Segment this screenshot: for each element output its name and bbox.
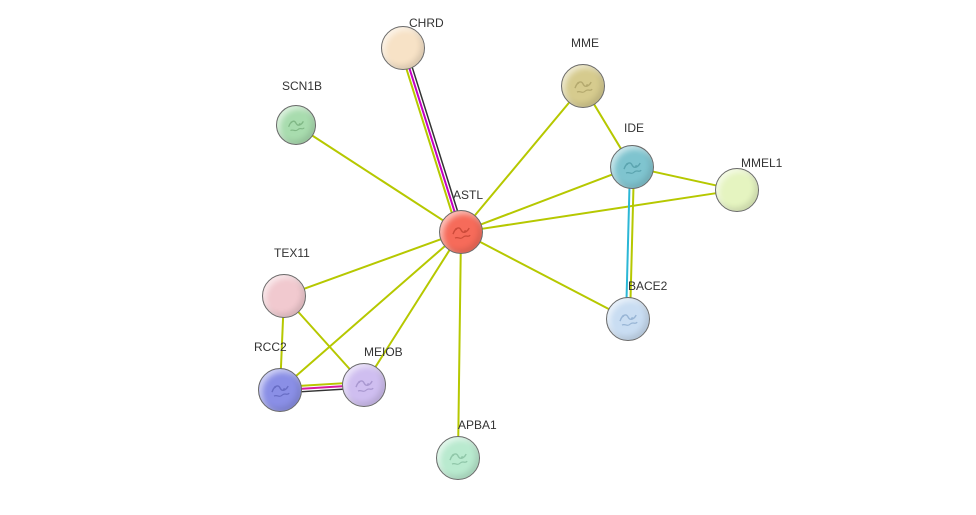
node-TEX11[interactable]: TEX11 xyxy=(262,274,306,318)
edge-ASTL-CHRD xyxy=(410,69,455,211)
edge-ASTL-BACE2 xyxy=(481,242,609,309)
edge-TEX11-RCC2 xyxy=(281,318,283,368)
edge-ASTL-RCC2 xyxy=(297,246,445,375)
node-circle[interactable] xyxy=(342,363,386,407)
structure-glyph-icon xyxy=(616,307,640,331)
edge-IDE-BACE2 xyxy=(631,189,634,297)
node-CHRD[interactable]: CHRD xyxy=(381,26,425,70)
node-circle[interactable] xyxy=(436,436,480,480)
node-label: CHRD xyxy=(409,16,444,30)
node-label: SCN1B xyxy=(282,79,322,93)
edge-IDE-BACE2 xyxy=(627,189,630,297)
node-label: MME xyxy=(571,36,599,50)
node-label: TEX11 xyxy=(274,246,310,260)
edge-ASTL-CHRD xyxy=(407,70,452,212)
node-BACE2[interactable]: BACE2 xyxy=(606,297,650,341)
structure-glyph-icon xyxy=(446,446,470,470)
node-MMEL1[interactable]: MMEL1 xyxy=(715,168,759,212)
edge-ASTL-SCN1B xyxy=(313,136,443,220)
node-label: IDE xyxy=(624,121,644,135)
edge-ASTL-MEIOB xyxy=(376,251,449,367)
node-label: RCC2 xyxy=(254,340,287,354)
node-SCN1B[interactable]: SCN1B xyxy=(276,105,316,145)
node-circle[interactable] xyxy=(276,105,316,145)
node-APBA1[interactable]: APBA1 xyxy=(436,436,480,480)
node-circle[interactable] xyxy=(381,26,425,70)
node-circle[interactable] xyxy=(610,145,654,189)
structure-glyph-icon xyxy=(285,114,307,136)
edge-RCC2-MEIOB xyxy=(302,383,342,385)
node-RCC2[interactable]: RCC2 xyxy=(258,368,302,412)
edge-RCC2-MEIOB xyxy=(302,389,342,391)
edge-ASTL-APBA1 xyxy=(458,254,460,436)
node-label: BACE2 xyxy=(628,279,667,293)
node-label: APBA1 xyxy=(458,418,497,432)
edge-IDE-MME xyxy=(594,105,620,148)
structure-glyph-icon xyxy=(268,378,292,402)
node-MME[interactable]: MME xyxy=(561,64,605,108)
node-label: MEIOB xyxy=(364,345,403,359)
edge-RCC2-MEIOB xyxy=(302,386,342,388)
node-label: ASTL xyxy=(453,188,483,202)
edge-ASTL-MME xyxy=(475,103,569,215)
node-circle[interactable] xyxy=(439,210,483,254)
edge-ASTL-IDE xyxy=(482,175,612,224)
structure-glyph-icon xyxy=(449,220,473,244)
edge-ASTL-CHRD xyxy=(412,68,457,210)
node-ASTL[interactable]: ASTL xyxy=(439,210,483,254)
node-circle[interactable] xyxy=(715,168,759,212)
node-label: MMEL1 xyxy=(741,156,782,170)
structure-glyph-icon xyxy=(571,74,595,98)
node-circle[interactable] xyxy=(606,297,650,341)
network-diagram: ASTLCHRDMMEIDEMMEL1BACE2APBA1MEIOBRCC2TE… xyxy=(0,0,976,515)
edge-TEX11-MEIOB xyxy=(299,312,350,368)
node-circle[interactable] xyxy=(561,64,605,108)
node-circle[interactable] xyxy=(262,274,306,318)
structure-glyph-icon xyxy=(352,373,376,397)
node-circle[interactable] xyxy=(258,368,302,412)
edges-layer xyxy=(0,0,976,515)
node-IDE[interactable]: IDE xyxy=(610,145,654,189)
structure-glyph-icon xyxy=(620,155,644,179)
node-MEIOB[interactable]: MEIOB xyxy=(342,363,386,407)
edge-IDE-MMEL1 xyxy=(653,172,715,186)
edge-ASTL-TEX11 xyxy=(305,239,441,288)
edge-ASTL-MMEL1 xyxy=(483,193,716,228)
